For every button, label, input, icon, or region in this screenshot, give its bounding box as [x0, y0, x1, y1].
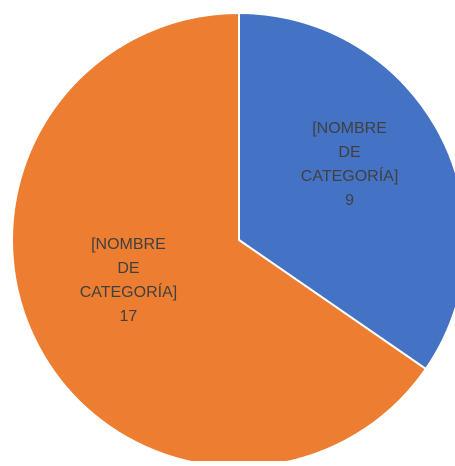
data-label: [NOMBRE DE CATEGORÍA] 9 — [300, 117, 400, 213]
data-label-box: [NOMBRE DE CATEGORÍA] 9 — [300, 117, 400, 213]
data-label: [NOMBRE DE CATEGORÍA] 17 — [78, 233, 178, 329]
category-label: [NOMBRE DE CATEGORÍA] — [79, 236, 178, 302]
value-label: 17 — [119, 308, 138, 326]
category-label: [NOMBRE DE CATEGORÍA] — [300, 119, 399, 185]
pie-slice — [11, 11, 428, 466]
data-label-box: [NOMBRE DE CATEGORÍA] 17 — [78, 233, 178, 329]
value-label: 9 — [345, 191, 354, 209]
